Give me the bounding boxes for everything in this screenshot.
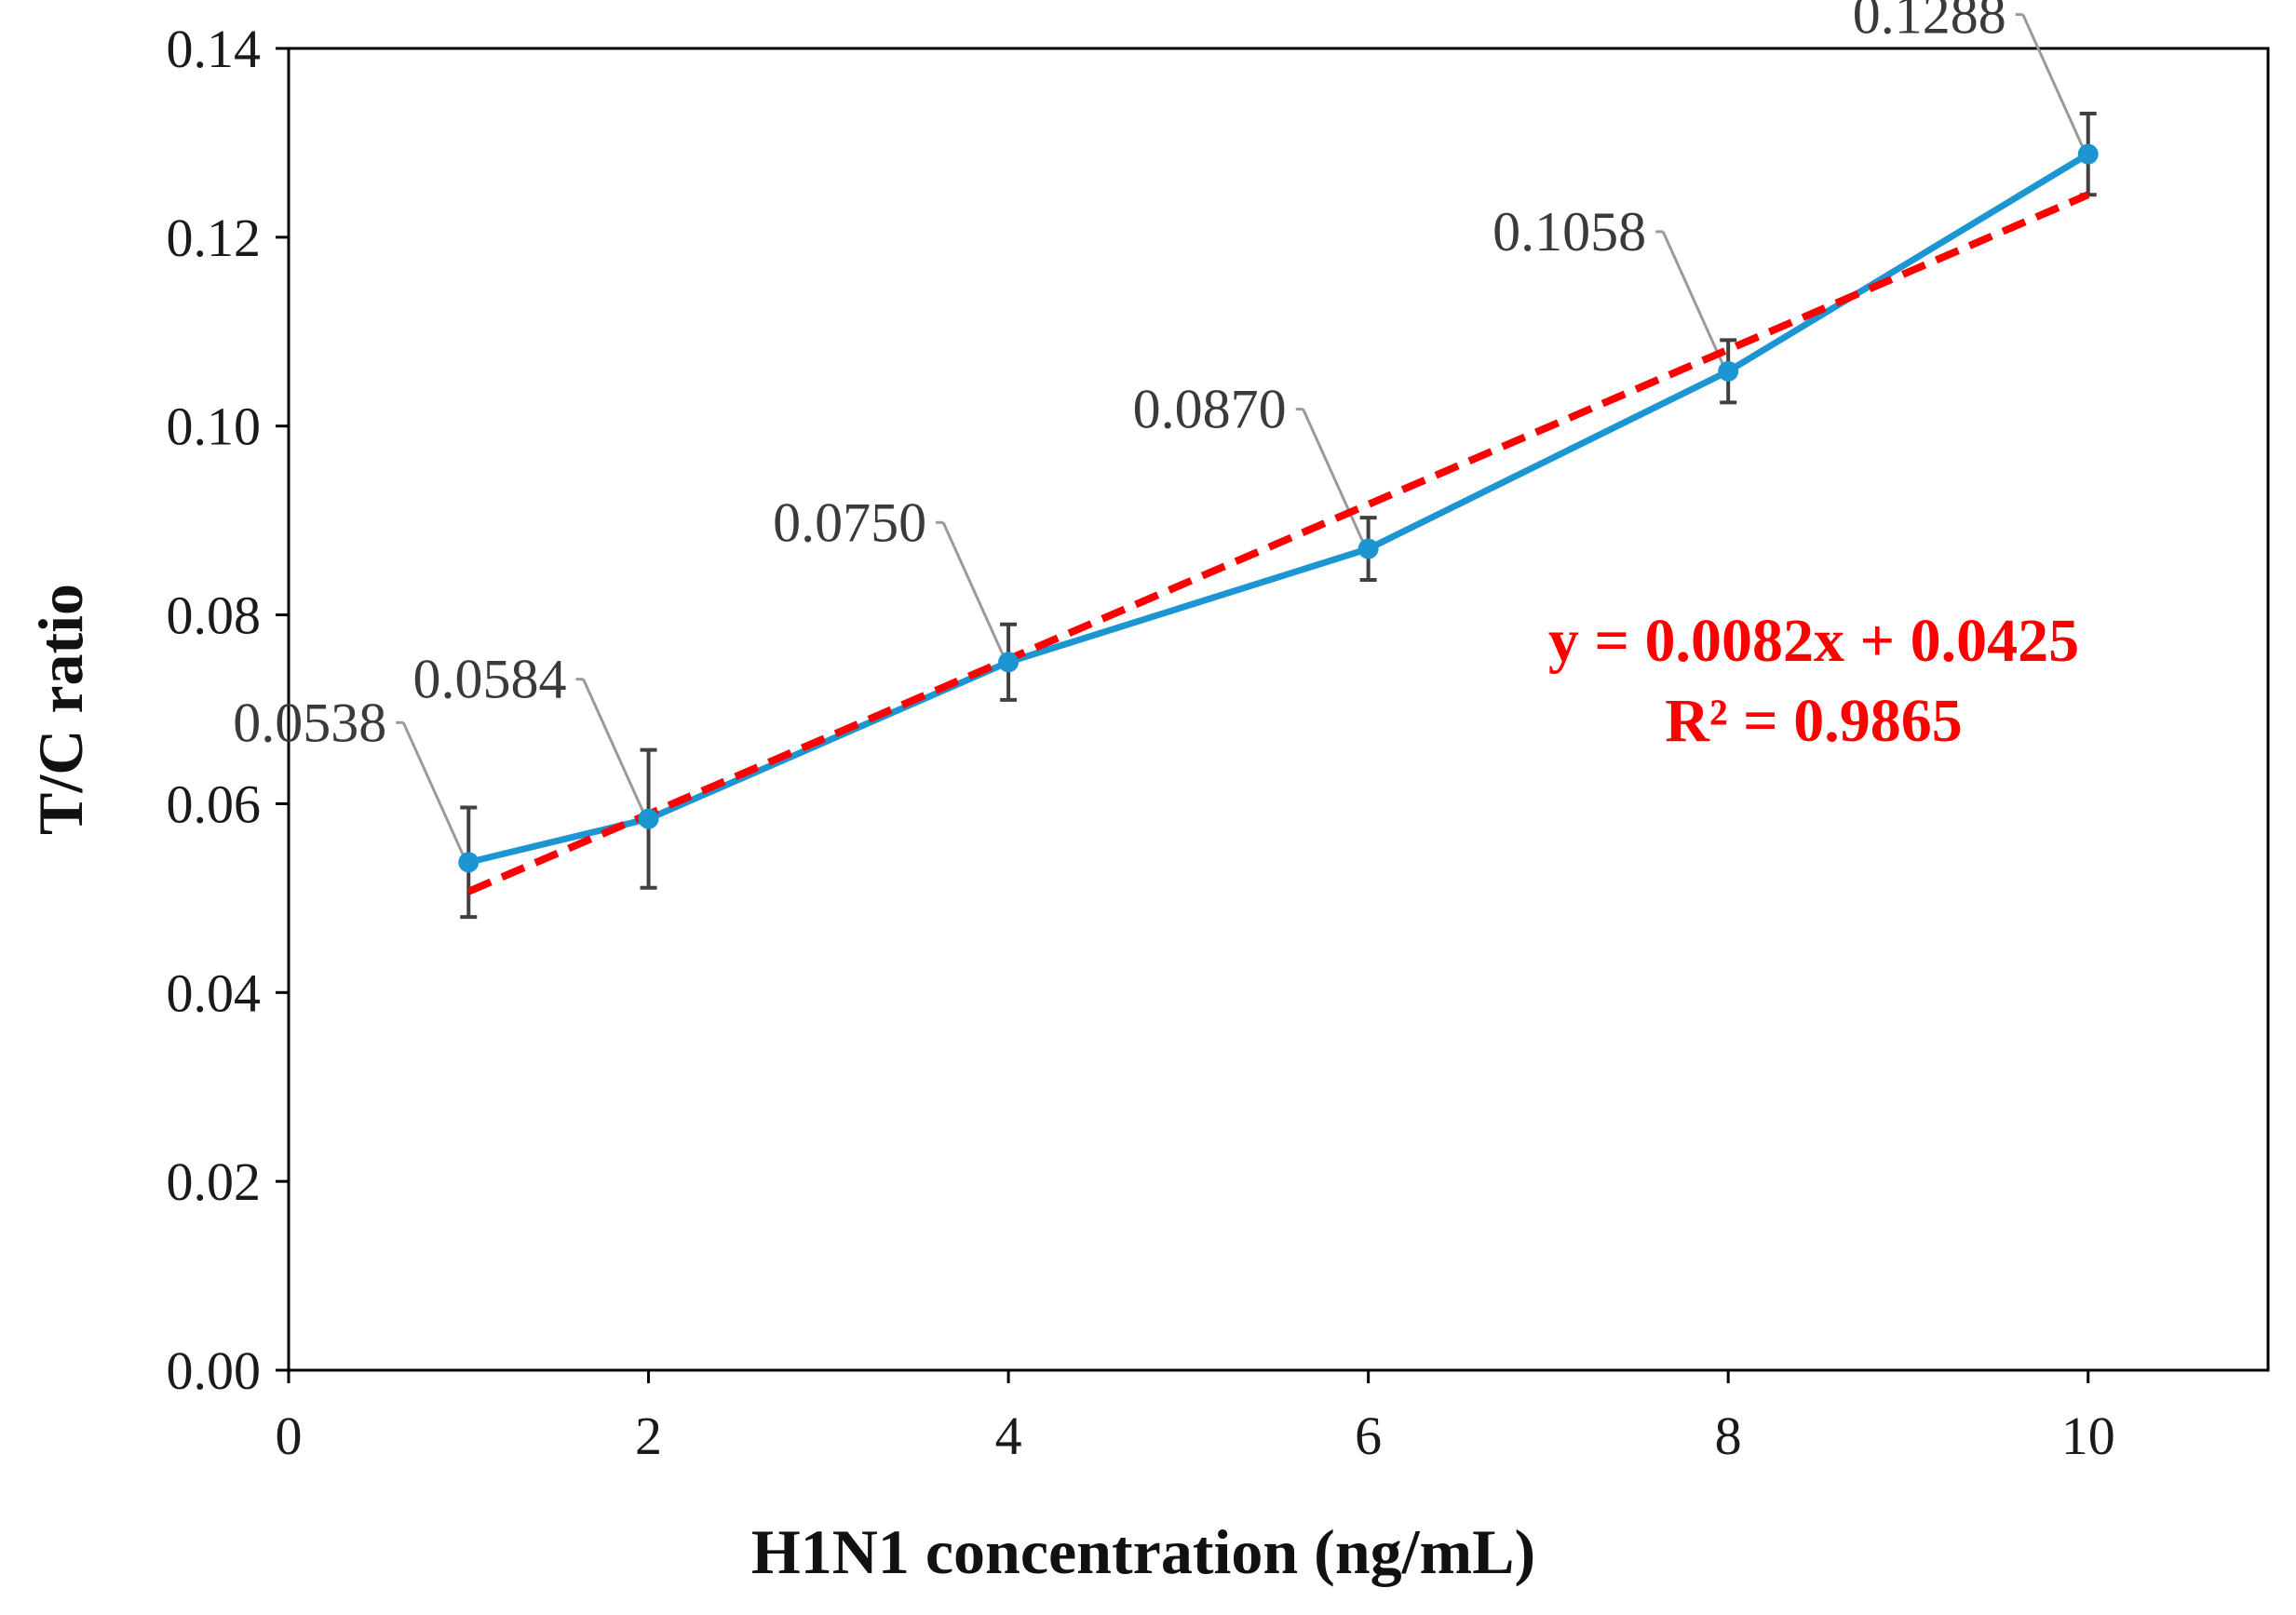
trendline-layer bbox=[466, 191, 2090, 895]
x-tick-label: 6 bbox=[1355, 1406, 1382, 1466]
x-tick-label: 8 bbox=[1715, 1406, 1742, 1466]
data-point bbox=[638, 808, 659, 829]
y-tick-label: 0.04 bbox=[167, 962, 262, 1023]
x-tick-label: 2 bbox=[635, 1406, 662, 1466]
data-label: 0.0538 bbox=[233, 692, 386, 753]
leader-line bbox=[941, 521, 1005, 655]
trendline bbox=[466, 191, 2090, 895]
x-tick-label: 4 bbox=[995, 1406, 1022, 1466]
series-line bbox=[465, 151, 2092, 866]
y-tick-label: 0.14 bbox=[167, 19, 262, 79]
x-tick-label: 0 bbox=[276, 1406, 303, 1466]
y-tick-label: 0.06 bbox=[167, 774, 262, 834]
y-tick-label: 0.12 bbox=[167, 208, 262, 268]
leader-line bbox=[1661, 231, 1724, 365]
leader-line bbox=[401, 721, 465, 855]
plot-area bbox=[287, 47, 2270, 1372]
y-tick-label: 0.10 bbox=[167, 397, 262, 457]
data-point bbox=[2077, 143, 2099, 165]
data-point bbox=[998, 652, 1020, 673]
data-point bbox=[1718, 360, 1739, 382]
leader-line bbox=[1302, 408, 1365, 543]
x-axis-title: H1N1 concentration (ng/mL) bbox=[751, 1516, 1535, 1587]
data-label: 0.1288 bbox=[1853, 0, 2006, 46]
leader-lines bbox=[396, 13, 2085, 855]
data-label: 0.1058 bbox=[1492, 201, 1646, 262]
series-layer bbox=[465, 151, 2092, 866]
trendline-r-squared: R² = 0.9865 bbox=[1665, 687, 1963, 755]
y-axis-title: T/C ratio bbox=[25, 584, 96, 835]
y-tick-label: 0.02 bbox=[167, 1151, 262, 1212]
trendline-equation: y = 0.0082x + 0.0425 bbox=[1548, 607, 2079, 675]
y-axis-ticks: 0.00 0.02 0.04 0.06 0.08 0.10 0.12 0.14 bbox=[167, 19, 289, 1401]
leader-line bbox=[582, 679, 644, 813]
y-tick-label: 0.08 bbox=[167, 585, 262, 646]
markers-layer bbox=[458, 143, 2099, 873]
data-label: 0.0750 bbox=[773, 491, 926, 553]
data-label: 0.0584 bbox=[413, 649, 567, 710]
data-label: 0.0870 bbox=[1133, 379, 1287, 440]
x-axis-ticks: 0 2 4 6 8 10 bbox=[276, 1370, 2115, 1466]
leader-line bbox=[2021, 13, 2085, 148]
data-labels: 0.0538 0.0584 0.0750 0.0870 0.1058 0.1288 bbox=[233, 0, 2006, 753]
data-point bbox=[1357, 538, 1379, 559]
error-bars bbox=[460, 111, 2097, 920]
y-tick-label: 0.00 bbox=[167, 1340, 262, 1401]
x-tick-label: 10 bbox=[2061, 1406, 2115, 1466]
data-point bbox=[458, 852, 479, 873]
